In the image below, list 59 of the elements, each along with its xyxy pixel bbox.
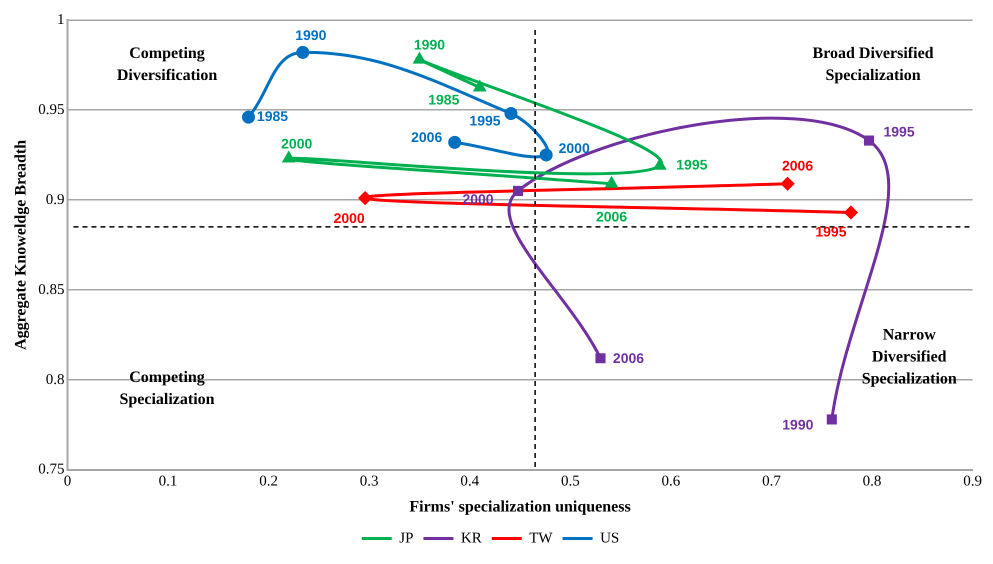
annotation: 2000: [281, 135, 312, 152]
point: [864, 136, 874, 146]
point: [282, 152, 295, 163]
point: [595, 353, 606, 364]
x-tick-label: 0.5: [560, 474, 580, 490]
point: [512, 186, 524, 196]
annotation: 1990: [414, 36, 446, 52]
point: [504, 107, 518, 120]
legend-label: US: [600, 530, 620, 546]
annotation: 1995: [883, 123, 915, 140]
point: [358, 192, 372, 205]
x-tick-label: 0.7: [762, 474, 782, 490]
x-tick-label: 0.9: [963, 474, 982, 490]
y-tick-label: 0.9: [46, 192, 64, 208]
annotation: 1995: [469, 112, 501, 128]
point: [606, 177, 618, 188]
annotation: 2000: [334, 210, 365, 226]
y-tick-label: 0.75: [38, 462, 64, 478]
x-tick-label: 0.3: [360, 474, 379, 490]
legend-label: KR: [460, 530, 482, 546]
x-tick-label: 0.6: [662, 474, 681, 490]
y-tick-label: 0.95: [38, 102, 64, 118]
annotation: 2006: [782, 158, 814, 174]
annotation: 1985: [428, 91, 460, 108]
annotation: Competing Diversification: [116, 45, 218, 84]
annotation: Competing Specialization: [119, 368, 215, 408]
annotation: 1990: [782, 416, 814, 432]
annotation: 2006: [612, 350, 644, 366]
y-tick-label: 0.8: [46, 372, 64, 388]
point: [654, 159, 666, 170]
point: [844, 206, 858, 220]
point: [540, 148, 553, 162]
point: [826, 414, 837, 424]
y-axis-title: Aggregate Knoweldge Breadth: [12, 140, 30, 350]
point: [296, 46, 310, 59]
x-tick-label: 0.4: [460, 474, 480, 490]
x-tick-label: 0.2: [259, 474, 278, 490]
annotation: Narrow Diversified Specialization: [862, 326, 957, 388]
annotation: 2000: [558, 140, 590, 156]
annotation: 2006: [411, 129, 442, 146]
legend-label: TW: [529, 530, 554, 546]
annotation: 1985: [256, 108, 288, 124]
annotation: 1995: [815, 223, 847, 240]
point: [448, 136, 462, 149]
x-axis-title: Firms' specialization uniqueness: [409, 498, 631, 516]
annotation: 1990: [295, 27, 327, 44]
point: [414, 53, 426, 64]
y-tick-label: 1: [56, 12, 64, 28]
point: [474, 80, 486, 92]
point: [781, 177, 794, 190]
x-tick-label: 0.8: [862, 474, 882, 490]
annotation: Broad Diversified Specialization: [812, 45, 934, 84]
annotation: 2006: [596, 208, 628, 225]
point: [242, 110, 255, 124]
x-tick-label: 0: [64, 474, 72, 490]
legend-label: JP: [399, 530, 414, 546]
annotation: 1995: [676, 156, 708, 173]
y-tick-label: 0.85: [38, 282, 64, 298]
x-tick-label: 0.1: [158, 474, 178, 490]
